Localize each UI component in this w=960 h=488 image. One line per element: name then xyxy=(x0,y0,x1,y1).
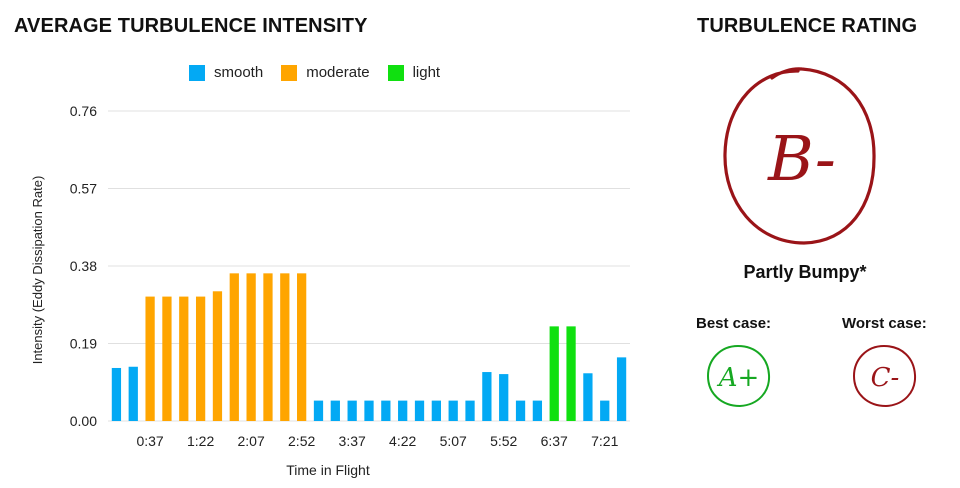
rating-title: TURBULENCE RATING xyxy=(697,15,918,37)
x-tick-label: 0:37 xyxy=(136,433,163,449)
bar-smooth[interactable] xyxy=(499,374,509,421)
bar-smooth[interactable] xyxy=(448,400,458,421)
main-grade-stamp: B- xyxy=(723,67,876,245)
legend-label-smooth: smooth xyxy=(214,64,264,81)
main-grade-circle xyxy=(723,67,876,245)
legend-label-light: light xyxy=(412,64,441,81)
legend-swatch-moderate xyxy=(281,64,298,81)
bar-moderate[interactable] xyxy=(229,273,239,421)
legend-item-smooth[interactable]: smooth xyxy=(189,64,263,81)
x-tick-labels: 0:37 1:22 2:07 2:52 3:37 4:22 5:07 5:52 6:37 7:21 xyxy=(136,433,618,449)
best-case-circle xyxy=(706,345,771,408)
bar-light[interactable] xyxy=(549,326,559,421)
bar-moderate[interactable] xyxy=(297,273,307,421)
best-case-stamp: A+ xyxy=(706,345,771,408)
bar-smooth[interactable] xyxy=(583,373,593,421)
worst-case-grade: C- xyxy=(871,363,900,393)
y-tick-label: 0.38 xyxy=(70,258,97,274)
bar-smooth[interactable] xyxy=(465,400,475,421)
chart-title: AVERAGE TURBULENCE INTENSITY xyxy=(14,15,368,37)
legend-item-moderate[interactable]: moderate xyxy=(281,64,370,81)
y-tick-label: 0.00 xyxy=(70,413,97,429)
turbulence-bar-chart: 0.76 0.57 0.38 0.19 0.00 0:37 1:22 2:07 2:52 3:3… xyxy=(30,103,630,478)
bar-moderate[interactable] xyxy=(212,291,223,421)
bar-smooth[interactable] xyxy=(128,366,138,421)
x-tick-label: 5:52 xyxy=(490,433,517,449)
bar-smooth[interactable] xyxy=(364,400,374,421)
x-tick-label: 1:22 xyxy=(187,433,214,449)
bar-smooth[interactable] xyxy=(330,400,340,421)
rating-description: Partly Bumpy* xyxy=(743,262,867,282)
best-case-grade: A+ xyxy=(717,363,760,393)
bar-smooth[interactable] xyxy=(414,400,425,421)
legend-swatch-light xyxy=(387,64,404,81)
bar-smooth[interactable] xyxy=(111,367,122,421)
bar-smooth[interactable] xyxy=(398,400,408,421)
x-tick-label: 3:37 xyxy=(339,433,366,449)
bar-smooth[interactable] xyxy=(600,400,610,421)
bar-smooth[interactable] xyxy=(482,372,492,421)
x-tick-label: 2:52 xyxy=(288,433,315,449)
bar-smooth[interactable] xyxy=(313,400,324,421)
y-tick-label: 0.19 xyxy=(70,336,97,352)
bar-moderate[interactable] xyxy=(162,296,172,421)
worst-case-stamp: C- xyxy=(852,345,917,408)
x-axis-label: Time in Flight xyxy=(286,462,370,478)
bar-moderate[interactable] xyxy=(145,296,155,421)
bar-light[interactable] xyxy=(566,326,576,421)
bar-smooth[interactable] xyxy=(616,357,627,421)
x-tick-label: 5:07 xyxy=(440,433,467,449)
x-tick-label: 6:37 xyxy=(541,433,568,449)
x-tick-label: 2:07 xyxy=(238,433,265,449)
x-tick-label: 4:22 xyxy=(389,433,416,449)
y-axis-label: Intensity (Eddy Dissipation Rate) xyxy=(30,176,45,365)
bar-moderate[interactable] xyxy=(246,273,256,421)
bar-moderate[interactable] xyxy=(179,296,189,421)
bar-moderate[interactable] xyxy=(263,273,273,421)
y-tick-label: 0.76 xyxy=(70,103,97,119)
x-tick-label: 7:21 xyxy=(591,433,618,449)
worst-case-circle xyxy=(852,345,917,408)
bar-smooth[interactable] xyxy=(515,400,526,421)
bar-smooth[interactable] xyxy=(347,400,357,421)
bar-moderate[interactable] xyxy=(280,273,290,421)
bar-smooth[interactable] xyxy=(431,400,441,421)
legend-swatch-smooth xyxy=(189,64,205,81)
best-case-label: Best case: xyxy=(696,315,772,332)
bar-smooth[interactable] xyxy=(532,400,543,421)
bar-moderate[interactable] xyxy=(195,296,206,421)
worst-case-label: Worst case: xyxy=(842,315,927,332)
main-grade-text: B- xyxy=(767,122,836,195)
bar-layer xyxy=(111,273,627,421)
y-tick-label: 0.57 xyxy=(70,181,97,197)
chart-legend: smooth moderate light xyxy=(189,64,440,81)
bar-smooth[interactable] xyxy=(381,400,391,421)
y-tick-labels: 0.76 0.57 0.38 0.19 0.00 xyxy=(70,103,97,429)
legend-label-moderate: moderate xyxy=(306,64,370,81)
legend-item-light[interactable]: light xyxy=(387,64,441,81)
